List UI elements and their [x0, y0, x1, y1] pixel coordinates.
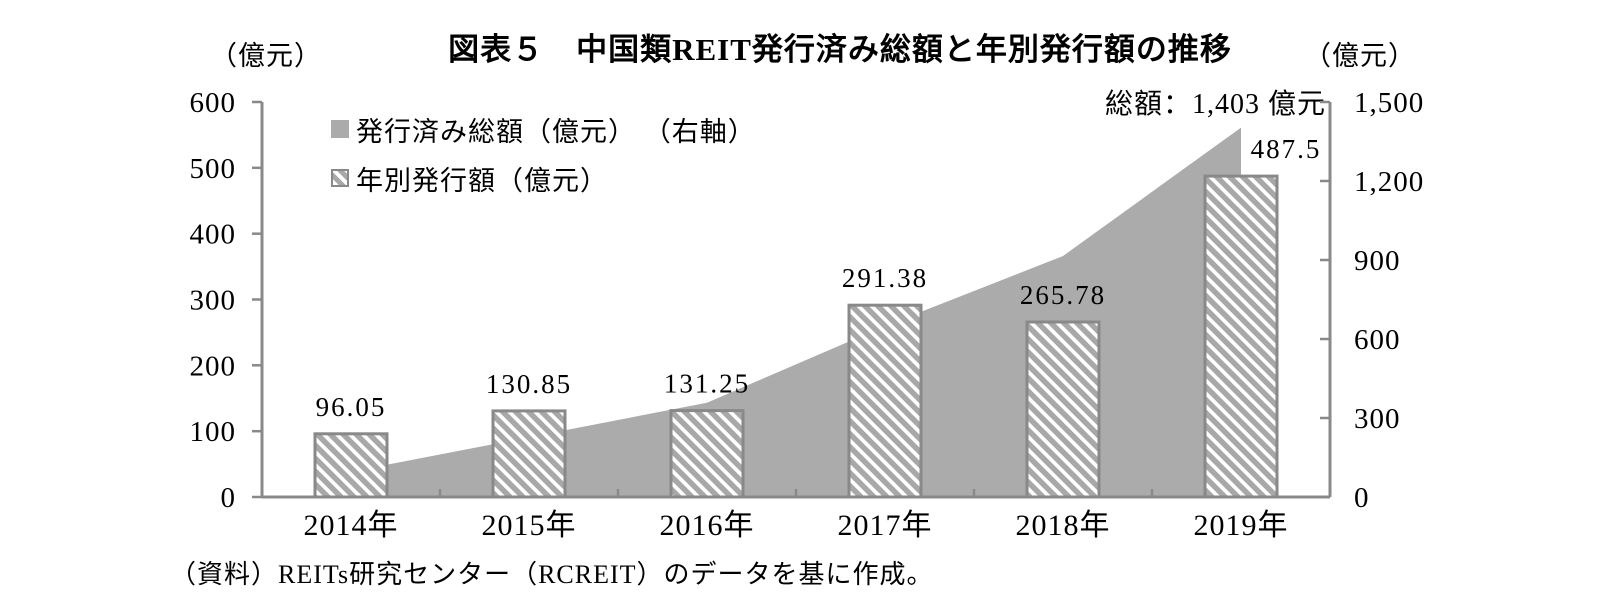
right-axis-tick-label: 900	[1354, 245, 1401, 277]
annual-bar	[847, 303, 923, 499]
x-axis-label: 2016年	[660, 509, 755, 542]
left-axis-tick-label: 400	[190, 219, 237, 251]
total-annotation: 総額：1,403 億元	[1104, 89, 1326, 120]
annual-bar	[1203, 174, 1279, 499]
bar-value-label: 130.85	[486, 369, 572, 399]
bar-value-label: 291.38	[842, 263, 928, 293]
hatch-square-icon	[331, 169, 349, 187]
right-axis-tick-label: 300	[1354, 403, 1401, 435]
right-axis-tick-label: 0	[1354, 482, 1370, 514]
x-axis-label: 2018年	[1016, 509, 1111, 542]
cumulative-area	[351, 127, 1241, 497]
left-axis-tick-label: 300	[190, 285, 237, 317]
left-axis-tick-label: 100	[190, 416, 237, 448]
bar-value-label: 265.78	[1020, 280, 1106, 310]
annual-bar-series	[313, 174, 1279, 499]
left-axis-unit: （億元）	[210, 41, 322, 71]
right-axis-tick-label: 600	[1354, 324, 1401, 356]
legend: 発行済み総額（億元） （右軸） 年別発行額（億元）	[331, 112, 756, 210]
cumulative-area-series	[351, 127, 1241, 497]
x-axis-label: 2014年	[304, 509, 399, 542]
annual-bar	[491, 409, 567, 499]
left-axis-tick-label: 0	[221, 482, 237, 514]
x-axis-label: 2017年	[838, 509, 933, 542]
source-note: （資料）REITs研究センター（RCREIT）のデータを基に作成。	[170, 560, 934, 589]
axis-labels: 96.05 130.85 131.25 291.38 265.78 487.5 600 500…	[190, 87, 1424, 542]
legend-item-annual: 年別発行額（億元）	[331, 161, 756, 196]
left-axis-tick-label: 500	[190, 153, 237, 185]
legend-item-cumulative: 発行済み総額（億元） （右軸）	[331, 112, 756, 147]
right-axis-unit: （億元）	[1304, 41, 1416, 71]
annual-bar	[313, 432, 389, 499]
bar-value-label: 487.5	[1251, 134, 1322, 164]
x-axis-label: 2015年	[482, 509, 577, 542]
left-axis-tick-label: 200	[190, 350, 237, 382]
annual-bar	[1025, 320, 1101, 499]
legend-label-cumulative: 発行済み総額（億元） （右軸）	[356, 116, 756, 147]
legend-label-annual: 年別発行額（億元）	[356, 165, 608, 196]
solid-square-icon	[331, 120, 349, 138]
bar-value-label: 96.05	[316, 392, 387, 422]
x-axis-label: 2019年	[1194, 509, 1289, 542]
right-axis-tick-label: 1,500	[1354, 87, 1424, 119]
left-axis-tick-label: 600	[190, 87, 237, 119]
annual-bar	[669, 409, 745, 499]
right-axis-tick-label: 1,200	[1354, 166, 1424, 198]
page-title: 図表５ 中国類REIT発行済み総額と年別発行額の推移	[448, 32, 1232, 67]
bar-value-label: 131.25	[664, 369, 750, 399]
axes	[252, 100, 1332, 499]
